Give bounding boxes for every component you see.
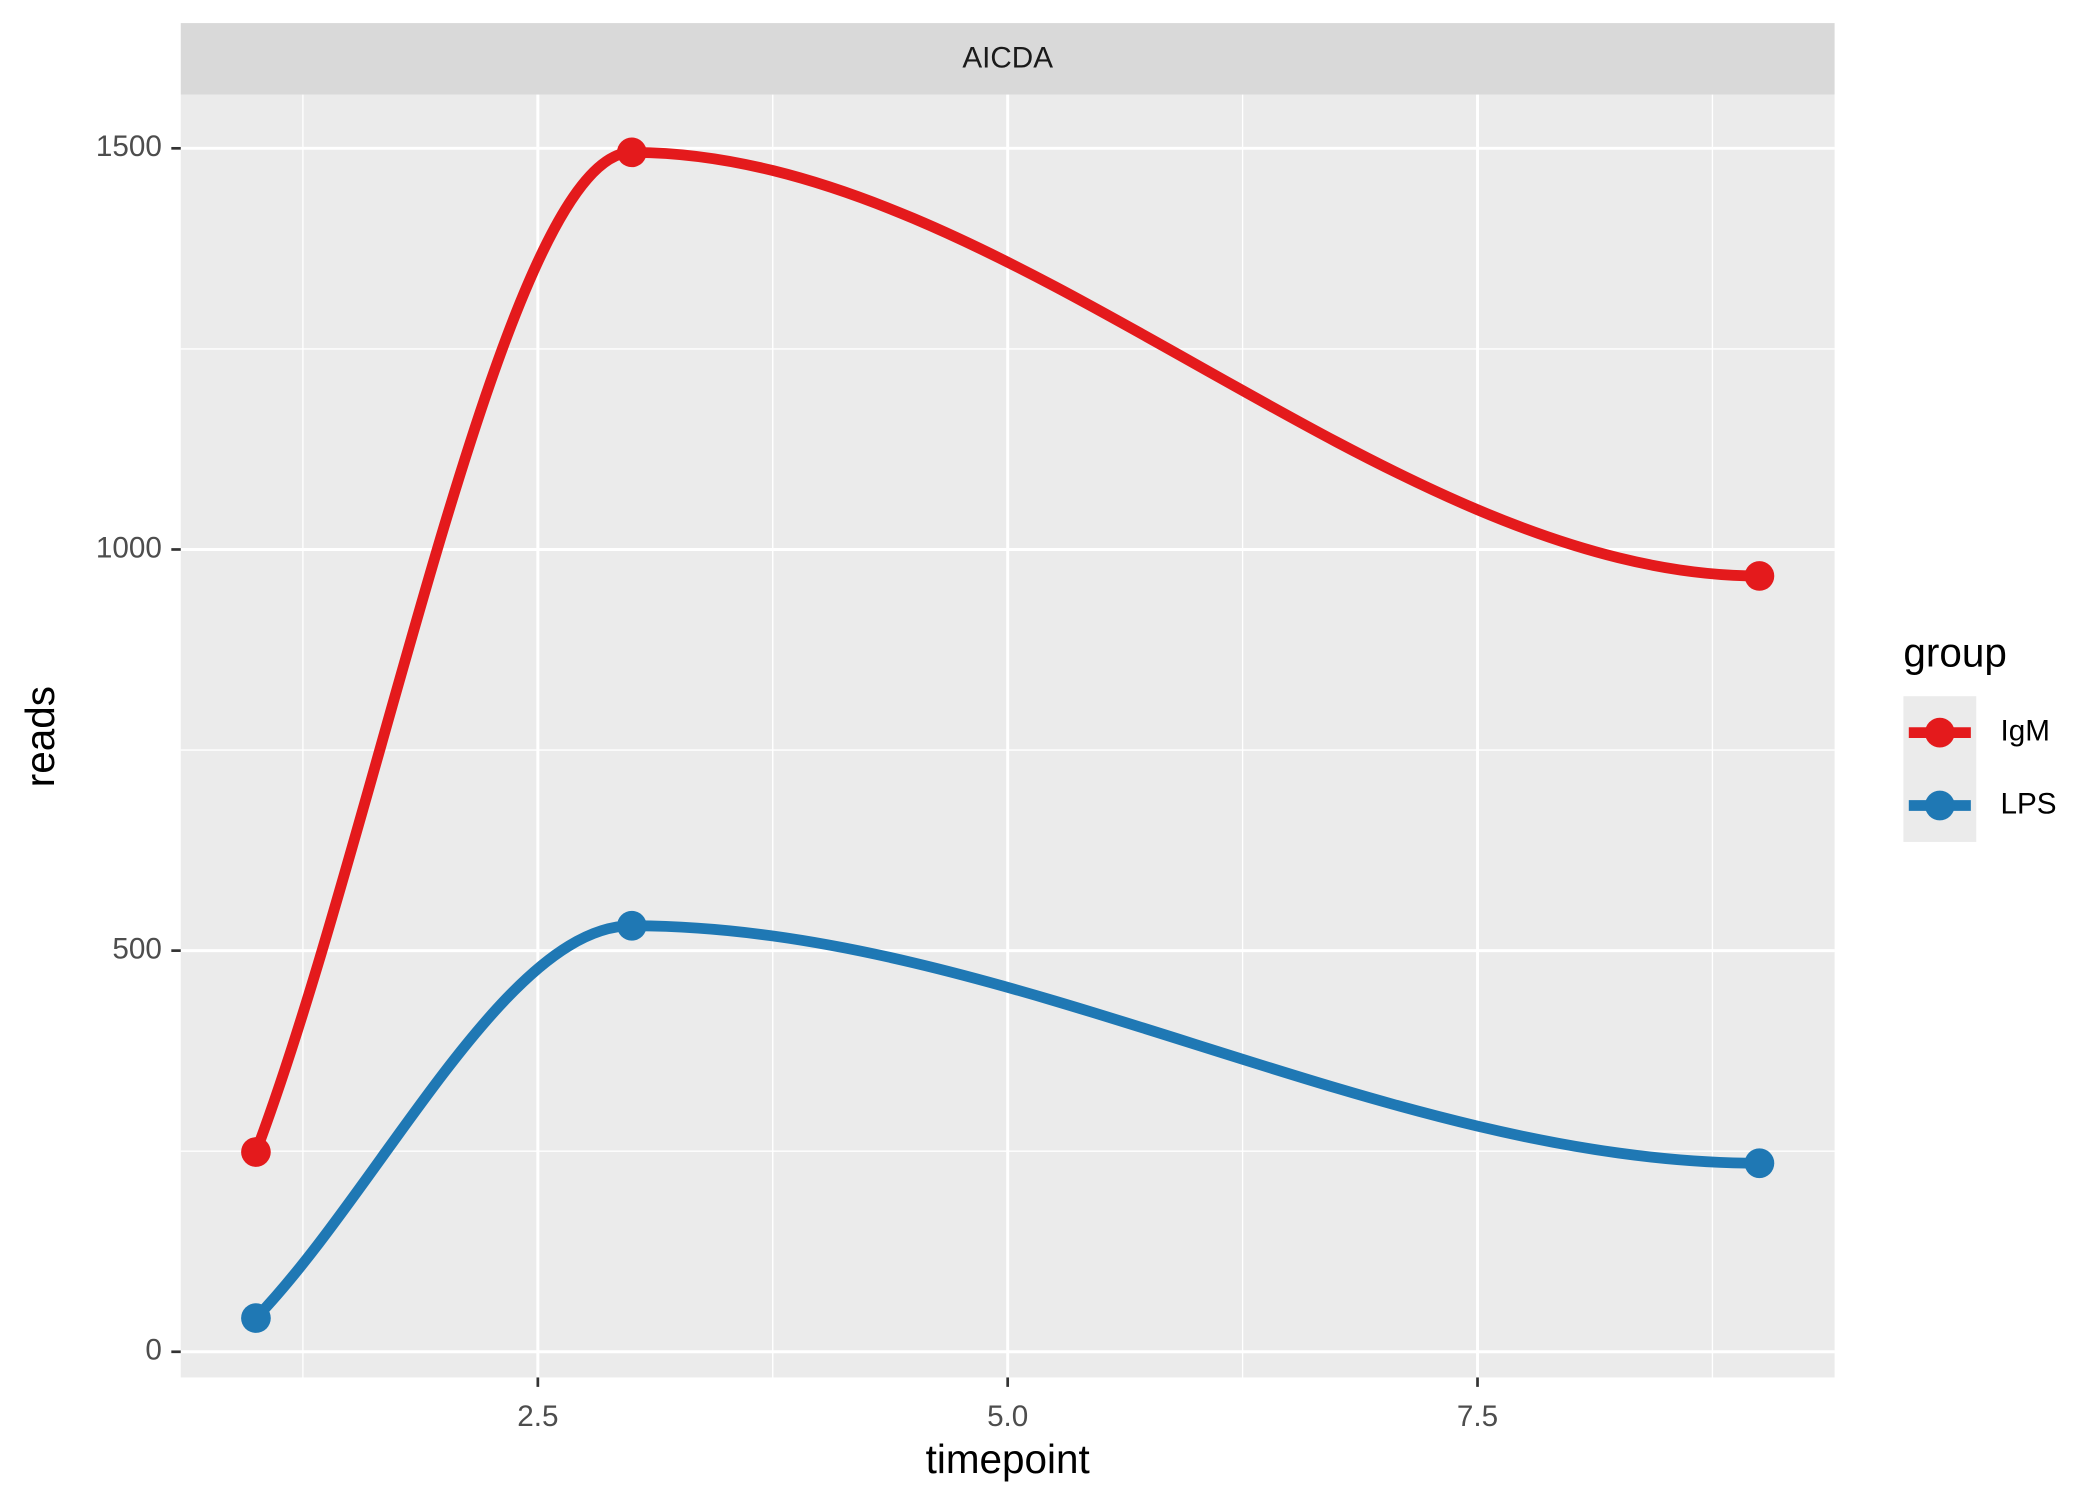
- legend-label: IgM: [2001, 714, 2050, 747]
- data-point: [616, 910, 647, 941]
- x-tick-label: 5.0: [987, 1400, 1028, 1433]
- legend-key-point: [1924, 717, 1955, 748]
- data-point: [241, 1303, 271, 1333]
- y-axis-title: reads: [17, 686, 63, 787]
- legend: IgM LPS: [1903, 696, 2057, 842]
- marks: [241, 137, 1775, 1333]
- series-line: [252, 920, 1760, 1322]
- x-tick-label: 2.5: [517, 1400, 558, 1433]
- y-tick-label: 500: [112, 932, 161, 965]
- legend-label: LPS: [2001, 787, 2057, 820]
- data-point: [616, 137, 647, 168]
- facet-label: AICDA: [962, 41, 1053, 74]
- data-point: [241, 1137, 271, 1167]
- facet-strip: [180, 23, 1835, 95]
- y-tick-label: 0: [145, 1334, 162, 1367]
- data-point: [1744, 1148, 1775, 1179]
- x-tick-label: 7.5: [1457, 1400, 1498, 1433]
- data-point: [1744, 561, 1775, 591]
- legend-key-point: [1924, 790, 1955, 821]
- y-tick-label: 1000: [96, 531, 162, 564]
- x-axis-title: timepoint: [926, 1436, 1090, 1482]
- legend-title: group: [1903, 629, 2006, 675]
- y-tick-label: 1500: [96, 130, 162, 163]
- grid: [180, 94, 1835, 1378]
